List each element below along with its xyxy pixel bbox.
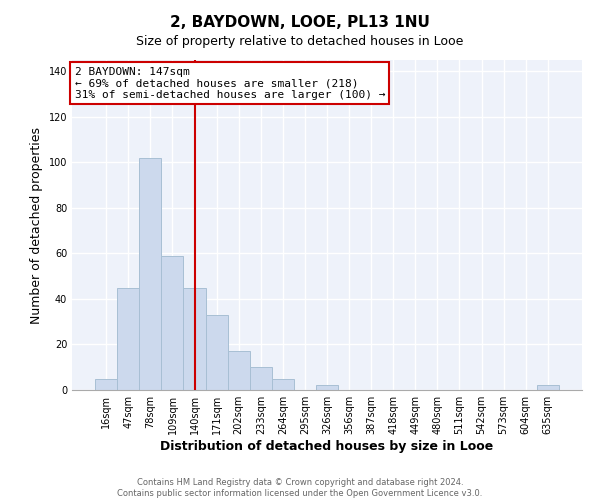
X-axis label: Distribution of detached houses by size in Looe: Distribution of detached houses by size … bbox=[160, 440, 494, 453]
Bar bbox=[206, 315, 227, 390]
Y-axis label: Number of detached properties: Number of detached properties bbox=[30, 126, 43, 324]
Bar bbox=[95, 378, 117, 390]
Text: 2 BAYDOWN: 147sqm
← 69% of detached houses are smaller (218)
31% of semi-detache: 2 BAYDOWN: 147sqm ← 69% of detached hous… bbox=[74, 66, 385, 100]
Bar bbox=[139, 158, 161, 390]
Bar bbox=[184, 288, 206, 390]
Text: 2, BAYDOWN, LOOE, PL13 1NU: 2, BAYDOWN, LOOE, PL13 1NU bbox=[170, 15, 430, 30]
Bar bbox=[537, 386, 559, 390]
Bar bbox=[272, 378, 294, 390]
Bar bbox=[117, 288, 139, 390]
Bar bbox=[250, 367, 272, 390]
Bar bbox=[227, 352, 250, 390]
Text: Size of property relative to detached houses in Looe: Size of property relative to detached ho… bbox=[136, 35, 464, 48]
Bar bbox=[161, 256, 184, 390]
Text: Contains HM Land Registry data © Crown copyright and database right 2024.
Contai: Contains HM Land Registry data © Crown c… bbox=[118, 478, 482, 498]
Bar bbox=[316, 386, 338, 390]
